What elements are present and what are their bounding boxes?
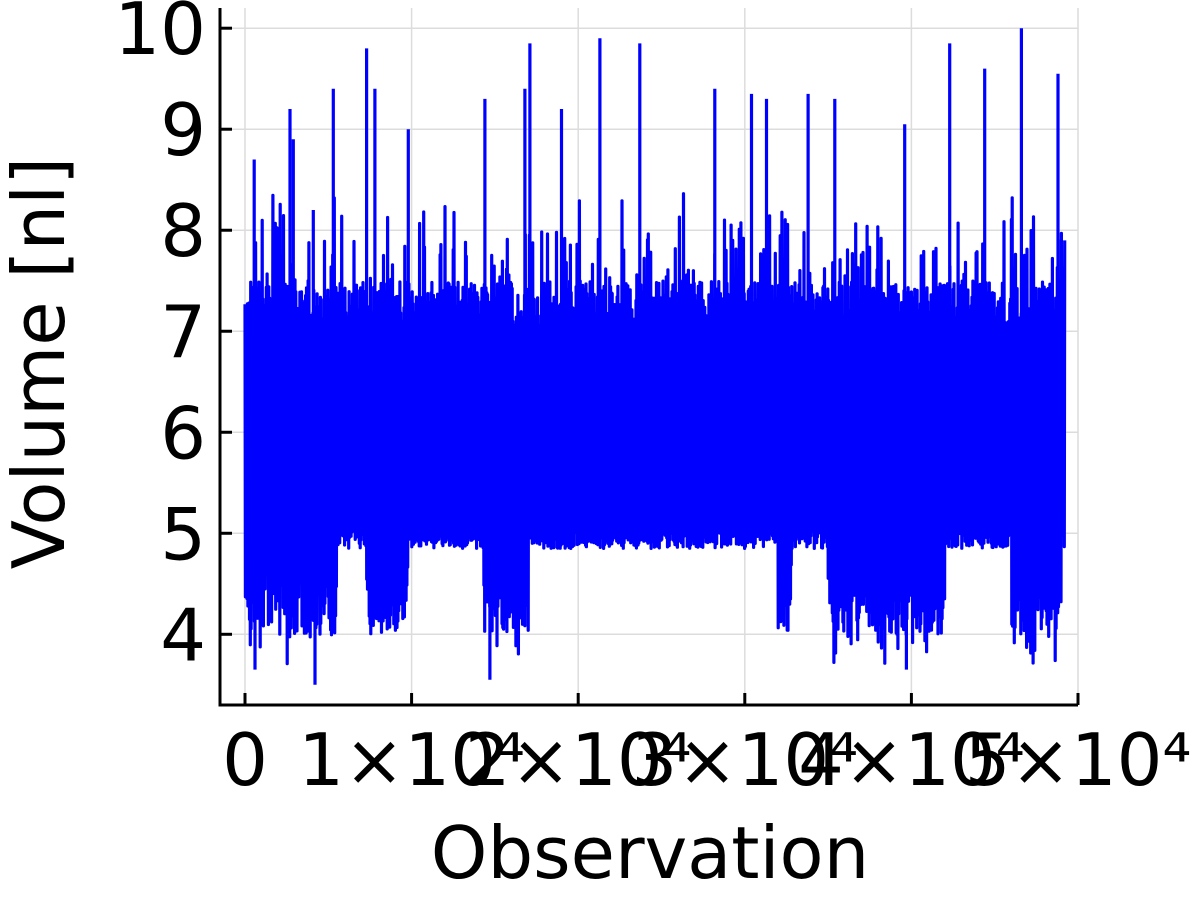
y-tick-label-3: 7 [160,290,206,374]
x-tick-label-4: 4×10⁴ [798,718,1025,802]
y-tick-label-2: 6 [160,391,206,475]
y-tick-label-6: 10 [114,0,206,71]
x-tick-label-0: 0 [222,718,268,802]
y-tick-label-1: 5 [160,492,206,576]
x-tick-label-1: 1×10⁴ [298,718,525,802]
series-line-0 [243,28,1067,685]
x-axis-title: Observation [431,811,869,895]
y-tick-label-5: 9 [160,88,206,172]
x-tick-label-2: 2×10⁴ [465,718,692,802]
x-tick-label-5: 5×10⁴ [965,718,1192,802]
y-axis-title: Volume [nl] [0,157,81,570]
x-tick-label-3: 3×10⁴ [631,718,858,802]
series-layer [243,28,1067,685]
y-tick-label-0: 4 [160,593,206,677]
y-tick-label-4: 8 [160,189,206,273]
